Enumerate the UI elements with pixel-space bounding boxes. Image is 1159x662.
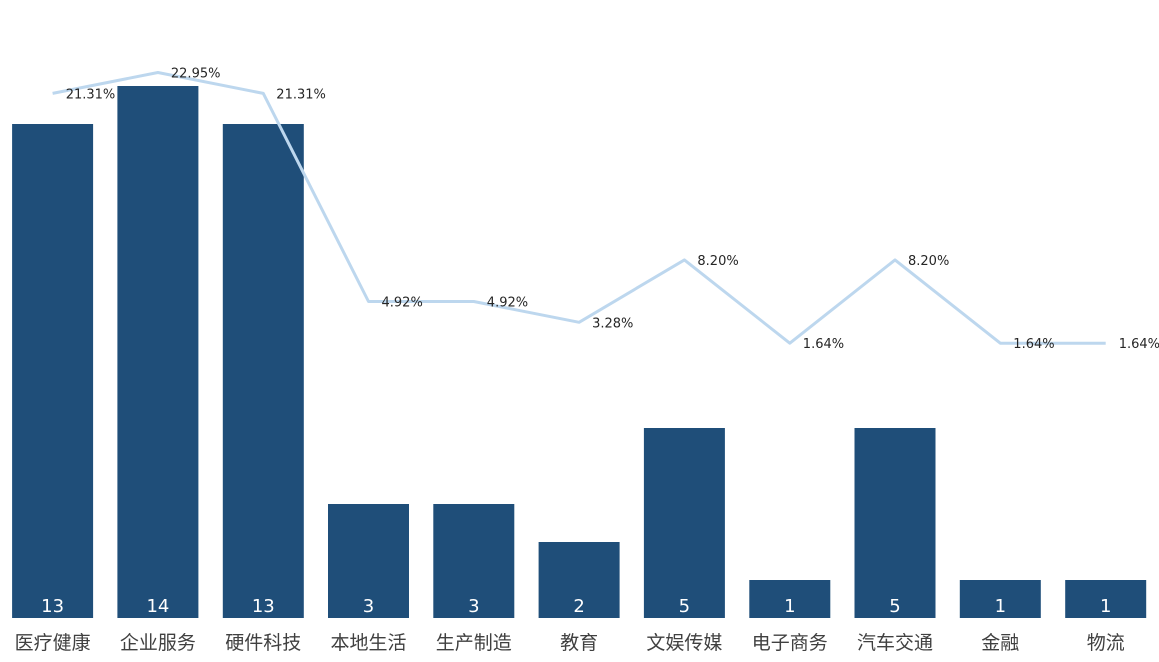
bar-value-label: 5 bbox=[889, 596, 900, 617]
bar-series bbox=[12, 86, 1147, 618]
category-labels: 医疗健康 企业服务 硬件科技 本地生活 生产制造 教育 文娱传媒 电子商务 汽车交通 金融 物流 bbox=[15, 632, 1125, 654]
bar bbox=[117, 86, 199, 618]
bar-value-label: 13 bbox=[41, 596, 64, 617]
bar-value-label: 2 bbox=[573, 596, 584, 617]
percentage-label: 8.20% bbox=[908, 254, 949, 269]
percentage-label: 1.64% bbox=[1119, 337, 1159, 352]
percentage-label: 21.31% bbox=[66, 87, 116, 102]
bar-value-labels: 13 14 13 3 3 2 5 1 5 1 1 bbox=[41, 596, 1111, 617]
percentage-label: 4.92% bbox=[487, 296, 528, 311]
category-label: 金融 bbox=[981, 632, 1019, 654]
bar bbox=[538, 542, 620, 618]
bar bbox=[959, 580, 1041, 618]
percentage-label: 21.31% bbox=[276, 87, 326, 102]
category-label: 电子商务 bbox=[752, 632, 828, 654]
bar bbox=[749, 580, 831, 618]
category-label: 本地生活 bbox=[330, 632, 406, 654]
bar bbox=[1065, 580, 1147, 618]
category-label: 文娱传媒 bbox=[646, 632, 722, 654]
category-label: 硬件科技 bbox=[225, 632, 301, 654]
bar-value-label: 1 bbox=[1100, 596, 1111, 617]
category-label: 医疗健康 bbox=[15, 632, 91, 654]
percentage-label: 8.20% bbox=[697, 254, 738, 269]
category-label: 教育 bbox=[560, 632, 598, 654]
percentage-label: 1.64% bbox=[1013, 337, 1054, 352]
bar bbox=[12, 124, 94, 618]
category-label: 汽车交通 bbox=[857, 632, 933, 654]
bar bbox=[643, 428, 725, 618]
bar bbox=[433, 504, 515, 618]
category-label: 生产制造 bbox=[436, 632, 512, 654]
category-label: 企业服务 bbox=[120, 632, 196, 654]
bar-value-label: 1 bbox=[784, 596, 795, 617]
bar bbox=[222, 124, 304, 618]
percentage-label: 22.95% bbox=[171, 67, 221, 82]
bar-value-label: 1 bbox=[995, 596, 1006, 617]
percentage-label: 1.64% bbox=[803, 337, 844, 352]
bar-value-label: 14 bbox=[146, 596, 169, 617]
bar-value-label: 3 bbox=[468, 596, 479, 617]
percentage-labels: 21.31% 22.95% 21.31% 4.92% 4.92% 3.28% 8.20% 1.… bbox=[66, 67, 1159, 353]
percentage-label: 3.28% bbox=[592, 316, 633, 331]
category-label: 物流 bbox=[1087, 632, 1125, 654]
bar bbox=[854, 428, 936, 618]
bar bbox=[328, 504, 409, 618]
bar-value-label: 3 bbox=[363, 596, 374, 617]
percentage-label: 4.92% bbox=[382, 296, 423, 311]
bar-value-label: 5 bbox=[679, 596, 690, 617]
bar-value-label: 13 bbox=[252, 596, 275, 617]
percentage-line bbox=[52, 71, 1106, 345]
